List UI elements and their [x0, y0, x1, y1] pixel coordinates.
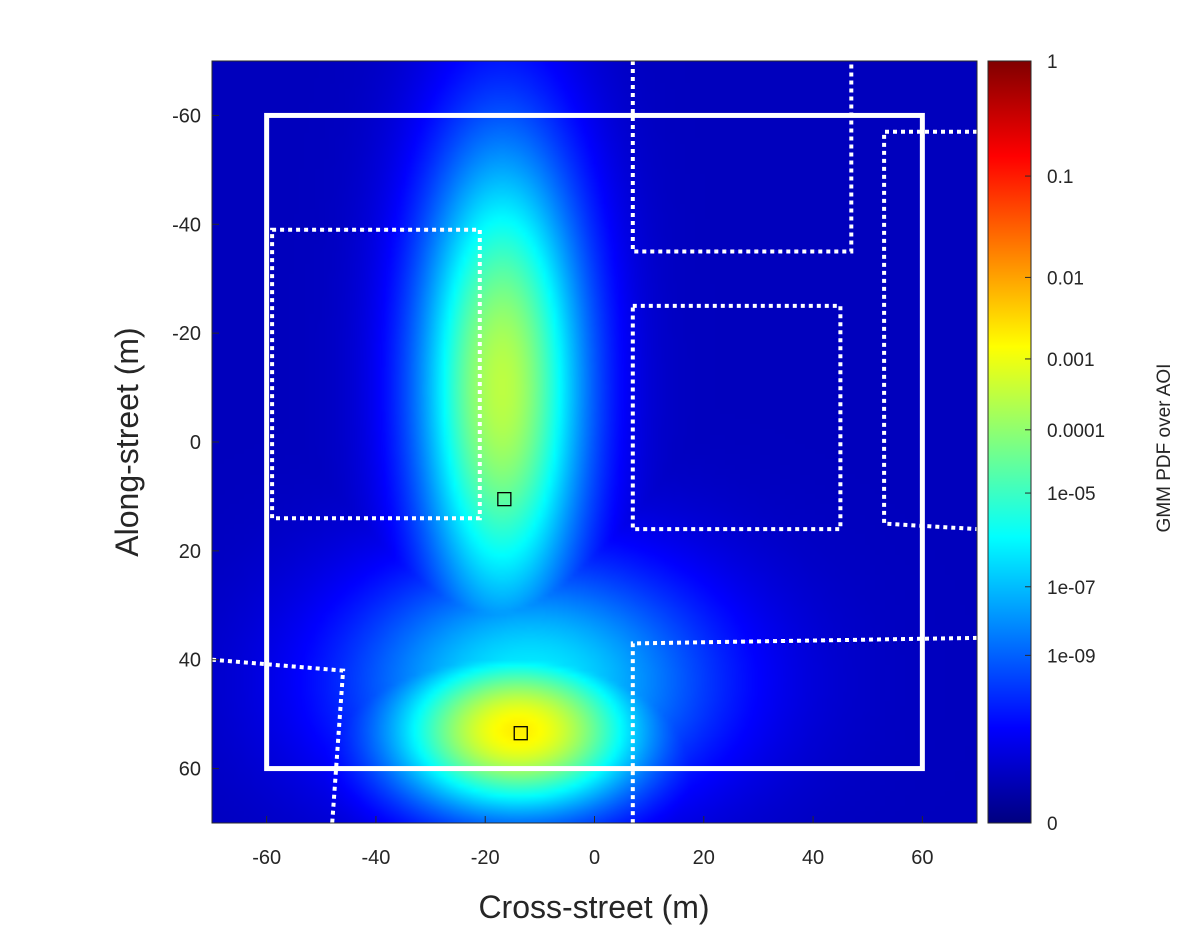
x-tick-label: 60: [911, 847, 933, 869]
plot-area: [211, 60, 978, 824]
y-tick-label: -40: [172, 214, 201, 236]
building-outline-3: [630, 303, 843, 532]
x-axis-label: Cross-street (m): [478, 889, 709, 925]
colorbar: 1 0.1 0.01 0.001 0.0001 1e-05 1e-07 1e-09 0 GMM …: [987, 52, 1175, 835]
y-tick-label: -20: [172, 323, 201, 345]
y-axis-label: Along-street (m): [109, 327, 145, 556]
colorbar-tick-label: 0.0001: [1047, 421, 1105, 442]
x-tick-label: 20: [693, 847, 715, 869]
x-tick-label: 0: [589, 847, 600, 869]
x-tick-label: 40: [802, 847, 824, 869]
density-heatmap: [212, 61, 977, 823]
x-tick-label: -60: [252, 847, 281, 869]
colorbar-label: GMM PDF over AOI: [1154, 364, 1175, 533]
y-tick-label: 60: [179, 759, 201, 781]
y-tick-label: -60: [172, 105, 201, 127]
map-overlays: [212, 61, 977, 823]
building-outline-1: [270, 227, 482, 521]
estimate-marker-2: [513, 726, 528, 741]
aoi-boundary: [264, 112, 925, 772]
x-axis-ticks: -60 -40 -20 0 20 40 60: [252, 816, 933, 869]
building-outline-5: [630, 635, 977, 823]
colorbar-tick-label: 1e-07: [1047, 578, 1096, 599]
colorbar-tick-label: 0.01: [1047, 268, 1084, 289]
building-outline-4: [882, 129, 977, 532]
colorbar-tick-label: 0.1: [1047, 167, 1073, 188]
colorbar-tick-label: 1e-05: [1047, 484, 1096, 505]
colorbar-tick-label: 1: [1047, 52, 1058, 73]
colorbar-gradient: [987, 60, 1032, 824]
y-axis-ticks: -60 -40 -20 0 20 40 60: [172, 105, 219, 781]
estimate-marker-1: [497, 491, 512, 507]
building-outline-2: [630, 61, 854, 254]
colorbar-tick-label: 0.001: [1047, 350, 1095, 371]
building-outline-6: [212, 657, 346, 823]
y-tick-label: 40: [179, 650, 201, 672]
colorbar-tick-label: 1e-09: [1047, 646, 1096, 667]
y-tick-label: 20: [179, 541, 201, 563]
colorbar-ticks: 1 0.1 0.01 0.001 0.0001 1e-05 1e-07 1e-09 0: [1025, 52, 1105, 835]
colorbar-tick-label: 0: [1047, 814, 1058, 835]
x-tick-label: -20: [471, 847, 500, 869]
y-tick-label: 0: [190, 432, 201, 454]
x-tick-label: -40: [361, 847, 390, 869]
